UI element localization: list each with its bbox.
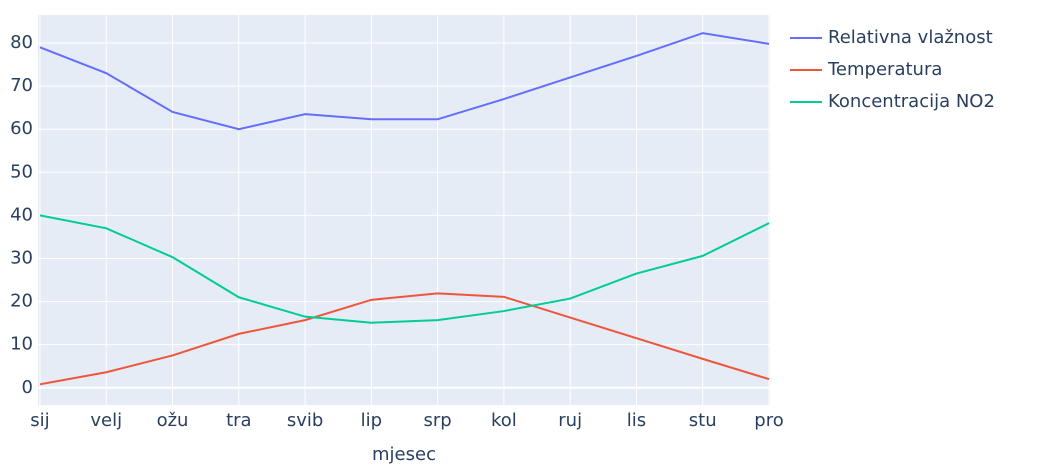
line-series	[39, 32, 770, 131]
legend-label: Koncentracija NO2	[828, 91, 995, 112]
y-tick-label: 0	[22, 377, 33, 398]
y-tick-label: 50	[10, 161, 33, 182]
y-tick-label: 60	[10, 118, 33, 139]
y-tick-label: 80	[10, 32, 33, 53]
legend-label: Relativna vlažnost	[828, 27, 993, 48]
x-tick-label: tra	[226, 410, 252, 431]
x-tick-label: pro	[754, 410, 783, 431]
x-tick-label: stu	[689, 410, 717, 431]
y-tick-label: 20	[10, 291, 33, 312]
x-tick-label: ruj	[558, 410, 582, 431]
y-tick-label: 10	[10, 334, 33, 355]
x-tick-label: lip	[361, 410, 382, 431]
x-tick-label: srp	[424, 410, 452, 431]
y-tick-label: 70	[10, 75, 33, 96]
plot-background	[38, 15, 770, 405]
x-tick-label: velj	[90, 410, 122, 431]
x-axis-title: mjesec	[372, 444, 436, 465]
x-tick-label: kol	[491, 410, 517, 431]
legend-label: Temperatura	[827, 59, 942, 80]
x-tick-label: ožu	[157, 410, 189, 431]
y-tick-label: 30	[10, 247, 33, 268]
x-tick-label: lis	[627, 410, 646, 431]
line-series	[39, 292, 770, 386]
y-tick-label: 40	[10, 204, 33, 225]
x-tick-label: svib	[287, 410, 323, 431]
x-tick-label: sij	[30, 410, 49, 431]
line-series	[39, 214, 770, 324]
